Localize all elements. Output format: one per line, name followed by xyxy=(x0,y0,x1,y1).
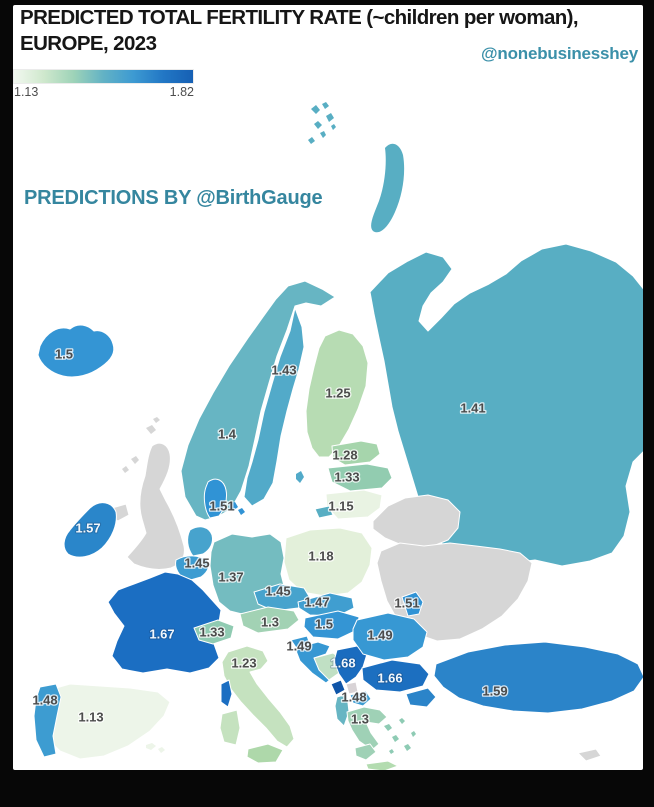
value-label-latvia: 1.33 xyxy=(334,470,359,485)
value-label-croatia: 1.49 xyxy=(286,639,311,654)
country-france xyxy=(107,571,222,674)
country-united-kingdom xyxy=(126,442,185,570)
country-sweden xyxy=(243,307,305,507)
country-slovakia xyxy=(297,592,355,617)
country-poland xyxy=(283,527,373,597)
country-crete xyxy=(365,760,399,770)
country-belgium xyxy=(175,555,210,582)
predictions-credit: PREDICTIONS BY @BirthGauge xyxy=(24,187,323,209)
value-label-germany: 1.37 xyxy=(218,570,243,585)
country-scottish-islands xyxy=(122,417,160,473)
country-turkish-thrace xyxy=(405,687,437,708)
country-switzerland xyxy=(193,619,235,645)
value-label-estonia: 1.28 xyxy=(332,448,357,463)
page-title: PREDICTED TOTAL FERTILITY RATE (~childre… xyxy=(20,5,636,57)
value-label-romania: 1.49 xyxy=(367,628,392,643)
country-greece xyxy=(346,706,388,751)
europe-choropleth-map: 1.5 1.4 1.43 1.25 1.41 1.28 1.33 1.15 1.57 1.51 1.… xyxy=(31,102,643,770)
value-label-hungary: 1.5 xyxy=(315,617,333,632)
value-label-czechia: 1.45 xyxy=(265,584,290,599)
country-belarus xyxy=(372,494,461,549)
country-moldova xyxy=(401,591,424,617)
country-italy xyxy=(221,645,295,748)
country-kosovo xyxy=(345,681,359,695)
country-greek-islands xyxy=(384,718,416,754)
country-hungary xyxy=(303,610,360,640)
country-portugal xyxy=(33,683,62,758)
country-danish-islands xyxy=(229,502,245,515)
country-sicily xyxy=(246,743,284,764)
value-label-turkey: 1.59 xyxy=(482,684,507,699)
value-label-bulgaria: 1.66 xyxy=(377,671,402,686)
country-cyprus xyxy=(577,748,602,762)
value-label-iceland: 1.5 xyxy=(55,347,73,362)
country-romania xyxy=(352,612,428,661)
value-label-sweden: 1.43 xyxy=(271,363,296,378)
watermark-handle: @nonebusinesshey xyxy=(481,44,638,63)
value-label-austria: 1.3 xyxy=(261,615,279,630)
legend-labels: 1.13 1.82 xyxy=(14,85,194,99)
country-iceland xyxy=(37,324,115,378)
value-label-portugal: 1.48 xyxy=(32,693,57,708)
value-label-slovakia: 1.47 xyxy=(304,595,329,610)
value-label-netherlands: 1.45 xyxy=(184,556,209,571)
value-label-poland: 1.18 xyxy=(308,549,333,564)
country-kaliningrad xyxy=(314,505,334,519)
country-sardinia xyxy=(219,709,241,746)
value-label-italy: 1.23 xyxy=(231,656,256,671)
title-line-1: PREDICTED TOTAL FERTILITY RATE (~childre… xyxy=(20,6,579,29)
country-gotland xyxy=(296,471,304,483)
country-novaya-zemlya xyxy=(371,143,405,233)
value-label-moldova: 1.51 xyxy=(394,596,419,611)
country-russia xyxy=(369,243,643,567)
value-label-norway: 1.4 xyxy=(218,427,237,442)
value-label-north-macedonia: 1.48 xyxy=(341,690,366,705)
country-ireland xyxy=(63,502,117,558)
country-ukraine xyxy=(376,542,533,642)
country-balearic-islands xyxy=(146,743,165,753)
country-estonia xyxy=(331,440,381,466)
country-norway xyxy=(180,280,336,521)
value-label-finland: 1.25 xyxy=(325,386,350,401)
country-value-labels: 1.5 1.4 1.43 1.25 1.41 1.28 1.33 1.15 1.57 1.51 1.… xyxy=(31,345,509,728)
value-label-switzerland: 1.33 xyxy=(199,625,224,640)
value-label-denmark: 1.51 xyxy=(209,499,234,514)
country-north-macedonia xyxy=(349,690,372,707)
country-turkey xyxy=(433,641,643,714)
title-line-2: EUROPE, 2023 xyxy=(20,32,157,56)
country-montenegro xyxy=(330,679,346,696)
legend-min-label: 1.13 xyxy=(14,85,39,99)
country-albania xyxy=(334,693,350,727)
value-label-spain: 1.13 xyxy=(78,710,103,725)
country-netherlands xyxy=(187,526,213,557)
value-label-ireland: 1.57 xyxy=(75,521,100,536)
legend-max-label: 1.82 xyxy=(169,85,194,99)
country-latvia xyxy=(327,463,393,492)
country-austria xyxy=(239,606,300,634)
legend-colorbar xyxy=(13,69,194,84)
country-denmark xyxy=(203,478,227,519)
country-bulgaria xyxy=(361,659,430,693)
value-label-serbia: 1.68 xyxy=(330,656,355,671)
value-label-russia: 1.41 xyxy=(460,401,485,416)
value-label-greece: 1.3 xyxy=(351,712,369,727)
value-label-lithuania: 1.15 xyxy=(328,499,353,514)
country-svalbard xyxy=(308,102,336,144)
country-corsica xyxy=(220,679,233,708)
country-peloponnese xyxy=(354,743,377,761)
value-label-france: 1.67 xyxy=(149,627,174,642)
